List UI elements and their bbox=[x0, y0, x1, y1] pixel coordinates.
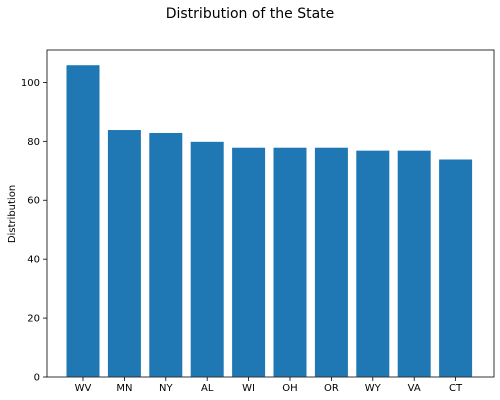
x-tick-label: MN bbox=[116, 383, 132, 394]
x-tick-label: AL bbox=[201, 383, 214, 394]
bar-wy bbox=[355, 149, 391, 378]
y-tick-label: 0 bbox=[34, 373, 40, 384]
x-tick-label: WY bbox=[365, 383, 382, 394]
chart-title: Distribution of the State bbox=[166, 6, 335, 22]
y-axis: 0 20 40 60 80 100 bbox=[21, 78, 47, 384]
x-tick-label: OR bbox=[324, 383, 339, 394]
bar-va bbox=[396, 149, 432, 378]
x-tick-label: WI bbox=[242, 383, 255, 394]
x-tick-label: NY bbox=[159, 383, 173, 394]
x-tick-label: WV bbox=[75, 383, 92, 394]
bar-or bbox=[313, 146, 349, 378]
bar-wv bbox=[65, 64, 101, 378]
x-tick-label: OH bbox=[282, 383, 297, 394]
x-axis: WV MN NY AL WI OH OR WY VA CT bbox=[75, 377, 463, 394]
x-tick-label: CT bbox=[449, 383, 463, 394]
bar-mn bbox=[106, 129, 142, 378]
bar-ny bbox=[148, 131, 184, 378]
bar-wi bbox=[231, 146, 267, 378]
y-tick-label: 100 bbox=[21, 78, 40, 89]
y-tick-label: 40 bbox=[27, 255, 40, 266]
y-axis-label: Distribution bbox=[7, 185, 18, 243]
plot-frame bbox=[46, 49, 495, 378]
bar-ct bbox=[438, 158, 474, 378]
y-tick-label: 20 bbox=[27, 314, 40, 325]
bars-group bbox=[65, 64, 474, 378]
x-tick-label: VA bbox=[408, 383, 421, 394]
y-tick-label: 60 bbox=[27, 196, 40, 207]
bar-al bbox=[189, 140, 225, 378]
bar-oh bbox=[272, 146, 308, 378]
y-tick-label: 80 bbox=[27, 137, 40, 148]
